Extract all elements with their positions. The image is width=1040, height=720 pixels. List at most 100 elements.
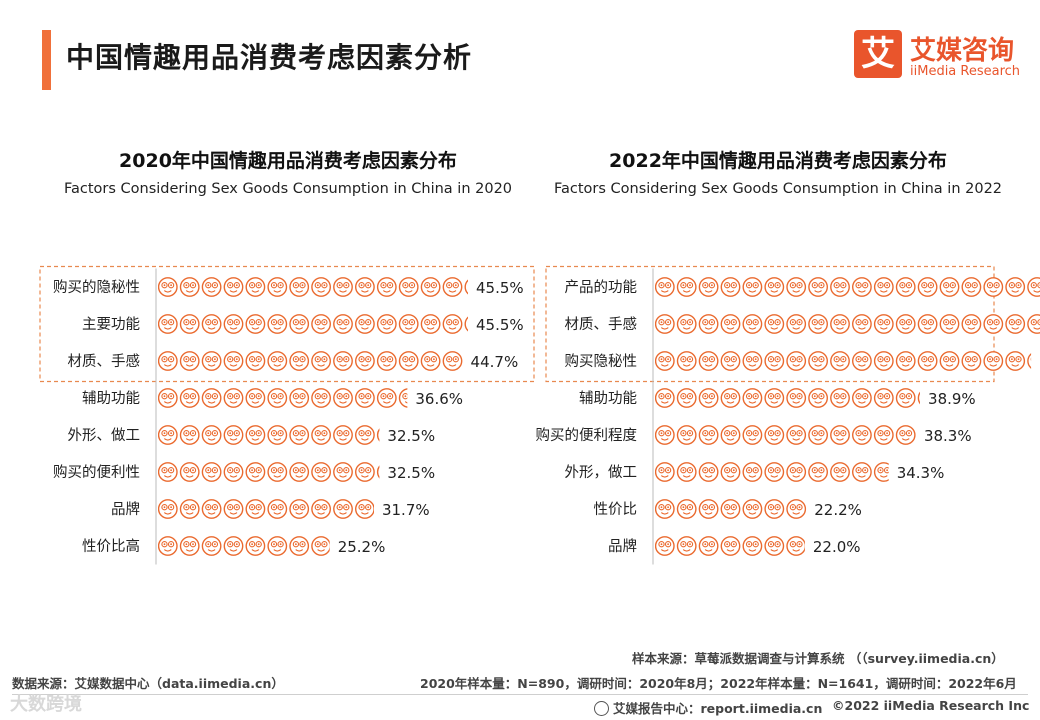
face-icon <box>720 462 741 482</box>
face-icon <box>201 314 222 334</box>
face-icon <box>786 277 807 297</box>
face-icon <box>808 277 828 297</box>
face-icon <box>376 428 380 442</box>
face-icon <box>201 536 222 556</box>
face-icon <box>742 425 763 445</box>
face-icon <box>939 277 960 297</box>
face-icon <box>786 425 807 445</box>
face-icon <box>311 351 331 371</box>
face-icon <box>698 462 719 482</box>
face-icon <box>698 351 719 371</box>
category-label: 性价比 <box>594 501 638 518</box>
face-icon <box>676 314 697 334</box>
face-icon <box>873 388 894 408</box>
face-icon <box>917 391 921 405</box>
face-icon <box>398 351 419 371</box>
face-icon <box>852 462 872 482</box>
face-icon <box>398 277 419 297</box>
face-icon <box>289 388 310 408</box>
face-icon <box>742 314 763 334</box>
chart-2020-title: 2020年中国情趣用品消费考虑因素分布 <box>119 150 457 172</box>
face-icon <box>742 499 763 519</box>
face-icon <box>267 499 288 519</box>
title-accent-bar <box>42 30 51 90</box>
face-icon <box>786 314 807 334</box>
category-label: 产品的功能 <box>565 279 638 296</box>
face-icon <box>267 388 288 408</box>
category-label: 性价比高 <box>82 538 140 555</box>
face-icon <box>655 499 675 519</box>
face-icon <box>983 351 1004 371</box>
data-label: 32.5% <box>387 427 435 445</box>
globe-icon <box>594 701 609 716</box>
face-icon <box>655 536 675 556</box>
face-icon <box>742 536 763 556</box>
face-icon <box>245 425 266 445</box>
face-icon <box>311 536 330 556</box>
face-icon <box>158 314 178 334</box>
face-icon <box>355 499 374 519</box>
face-icon <box>1027 314 1040 334</box>
face-icon <box>158 462 178 482</box>
face-icon <box>201 388 222 408</box>
face-icon <box>267 536 288 556</box>
face-icon <box>354 462 375 482</box>
face-icon <box>698 536 719 556</box>
face-icon <box>245 314 266 334</box>
bar <box>655 462 889 482</box>
face-icon <box>983 277 1004 297</box>
face-icon <box>223 314 244 334</box>
category-label: 外形、做工 <box>68 427 141 444</box>
category-label: 购买的便利性 <box>53 464 140 481</box>
face-icon <box>1005 277 1026 297</box>
category-label: 材质、手感 <box>68 353 141 370</box>
face-icon <box>917 314 938 334</box>
page-title: 中国情趣用品消费考虑因素分析 <box>66 41 473 74</box>
chart-2020-subtitle: Factors Considering Sex Goods Consumptio… <box>63 181 513 197</box>
face-icon <box>354 425 375 445</box>
face-icon <box>1027 277 1040 297</box>
face-icon <box>289 462 310 482</box>
face-icon <box>786 462 807 482</box>
face-icon <box>655 388 675 408</box>
bar <box>655 499 807 519</box>
face-icon <box>245 277 266 297</box>
face-icon <box>808 314 828 334</box>
face-icon <box>873 425 894 445</box>
face-icon <box>267 462 288 482</box>
face-icon <box>698 388 719 408</box>
face-icon <box>223 277 244 297</box>
logo-mark: 艾 <box>854 30 902 78</box>
face-icon <box>961 314 982 334</box>
face-icon <box>1027 353 1032 369</box>
face-icon <box>720 277 741 297</box>
face-icon <box>376 277 397 297</box>
face-icon <box>655 314 675 334</box>
face-icon <box>223 425 244 445</box>
face-icon <box>742 462 763 482</box>
face-icon <box>158 351 178 371</box>
face-icon <box>742 351 763 371</box>
face-icon <box>830 388 850 408</box>
face-icon <box>311 277 331 297</box>
face-icon <box>742 277 763 297</box>
face-icon <box>764 351 785 371</box>
face-icon <box>698 499 719 519</box>
face-icon <box>179 499 200 519</box>
face-icon <box>939 351 960 371</box>
face-icon <box>289 499 310 519</box>
bar <box>158 388 408 408</box>
face-icon <box>852 388 872 408</box>
sample-source: 样本来源：草莓派数据调查与计算系统 （（survey.iimedia.cn） <box>632 651 1004 666</box>
face-icon <box>808 351 828 371</box>
face-icon <box>289 351 310 371</box>
face-icon <box>442 351 463 371</box>
face-icon <box>179 388 200 408</box>
face-icon <box>420 314 441 334</box>
face-icon <box>289 536 310 556</box>
bar <box>158 277 468 297</box>
face-icon <box>720 314 741 334</box>
bar <box>655 314 1040 334</box>
face-icon <box>442 314 463 334</box>
face-icon <box>333 462 353 482</box>
